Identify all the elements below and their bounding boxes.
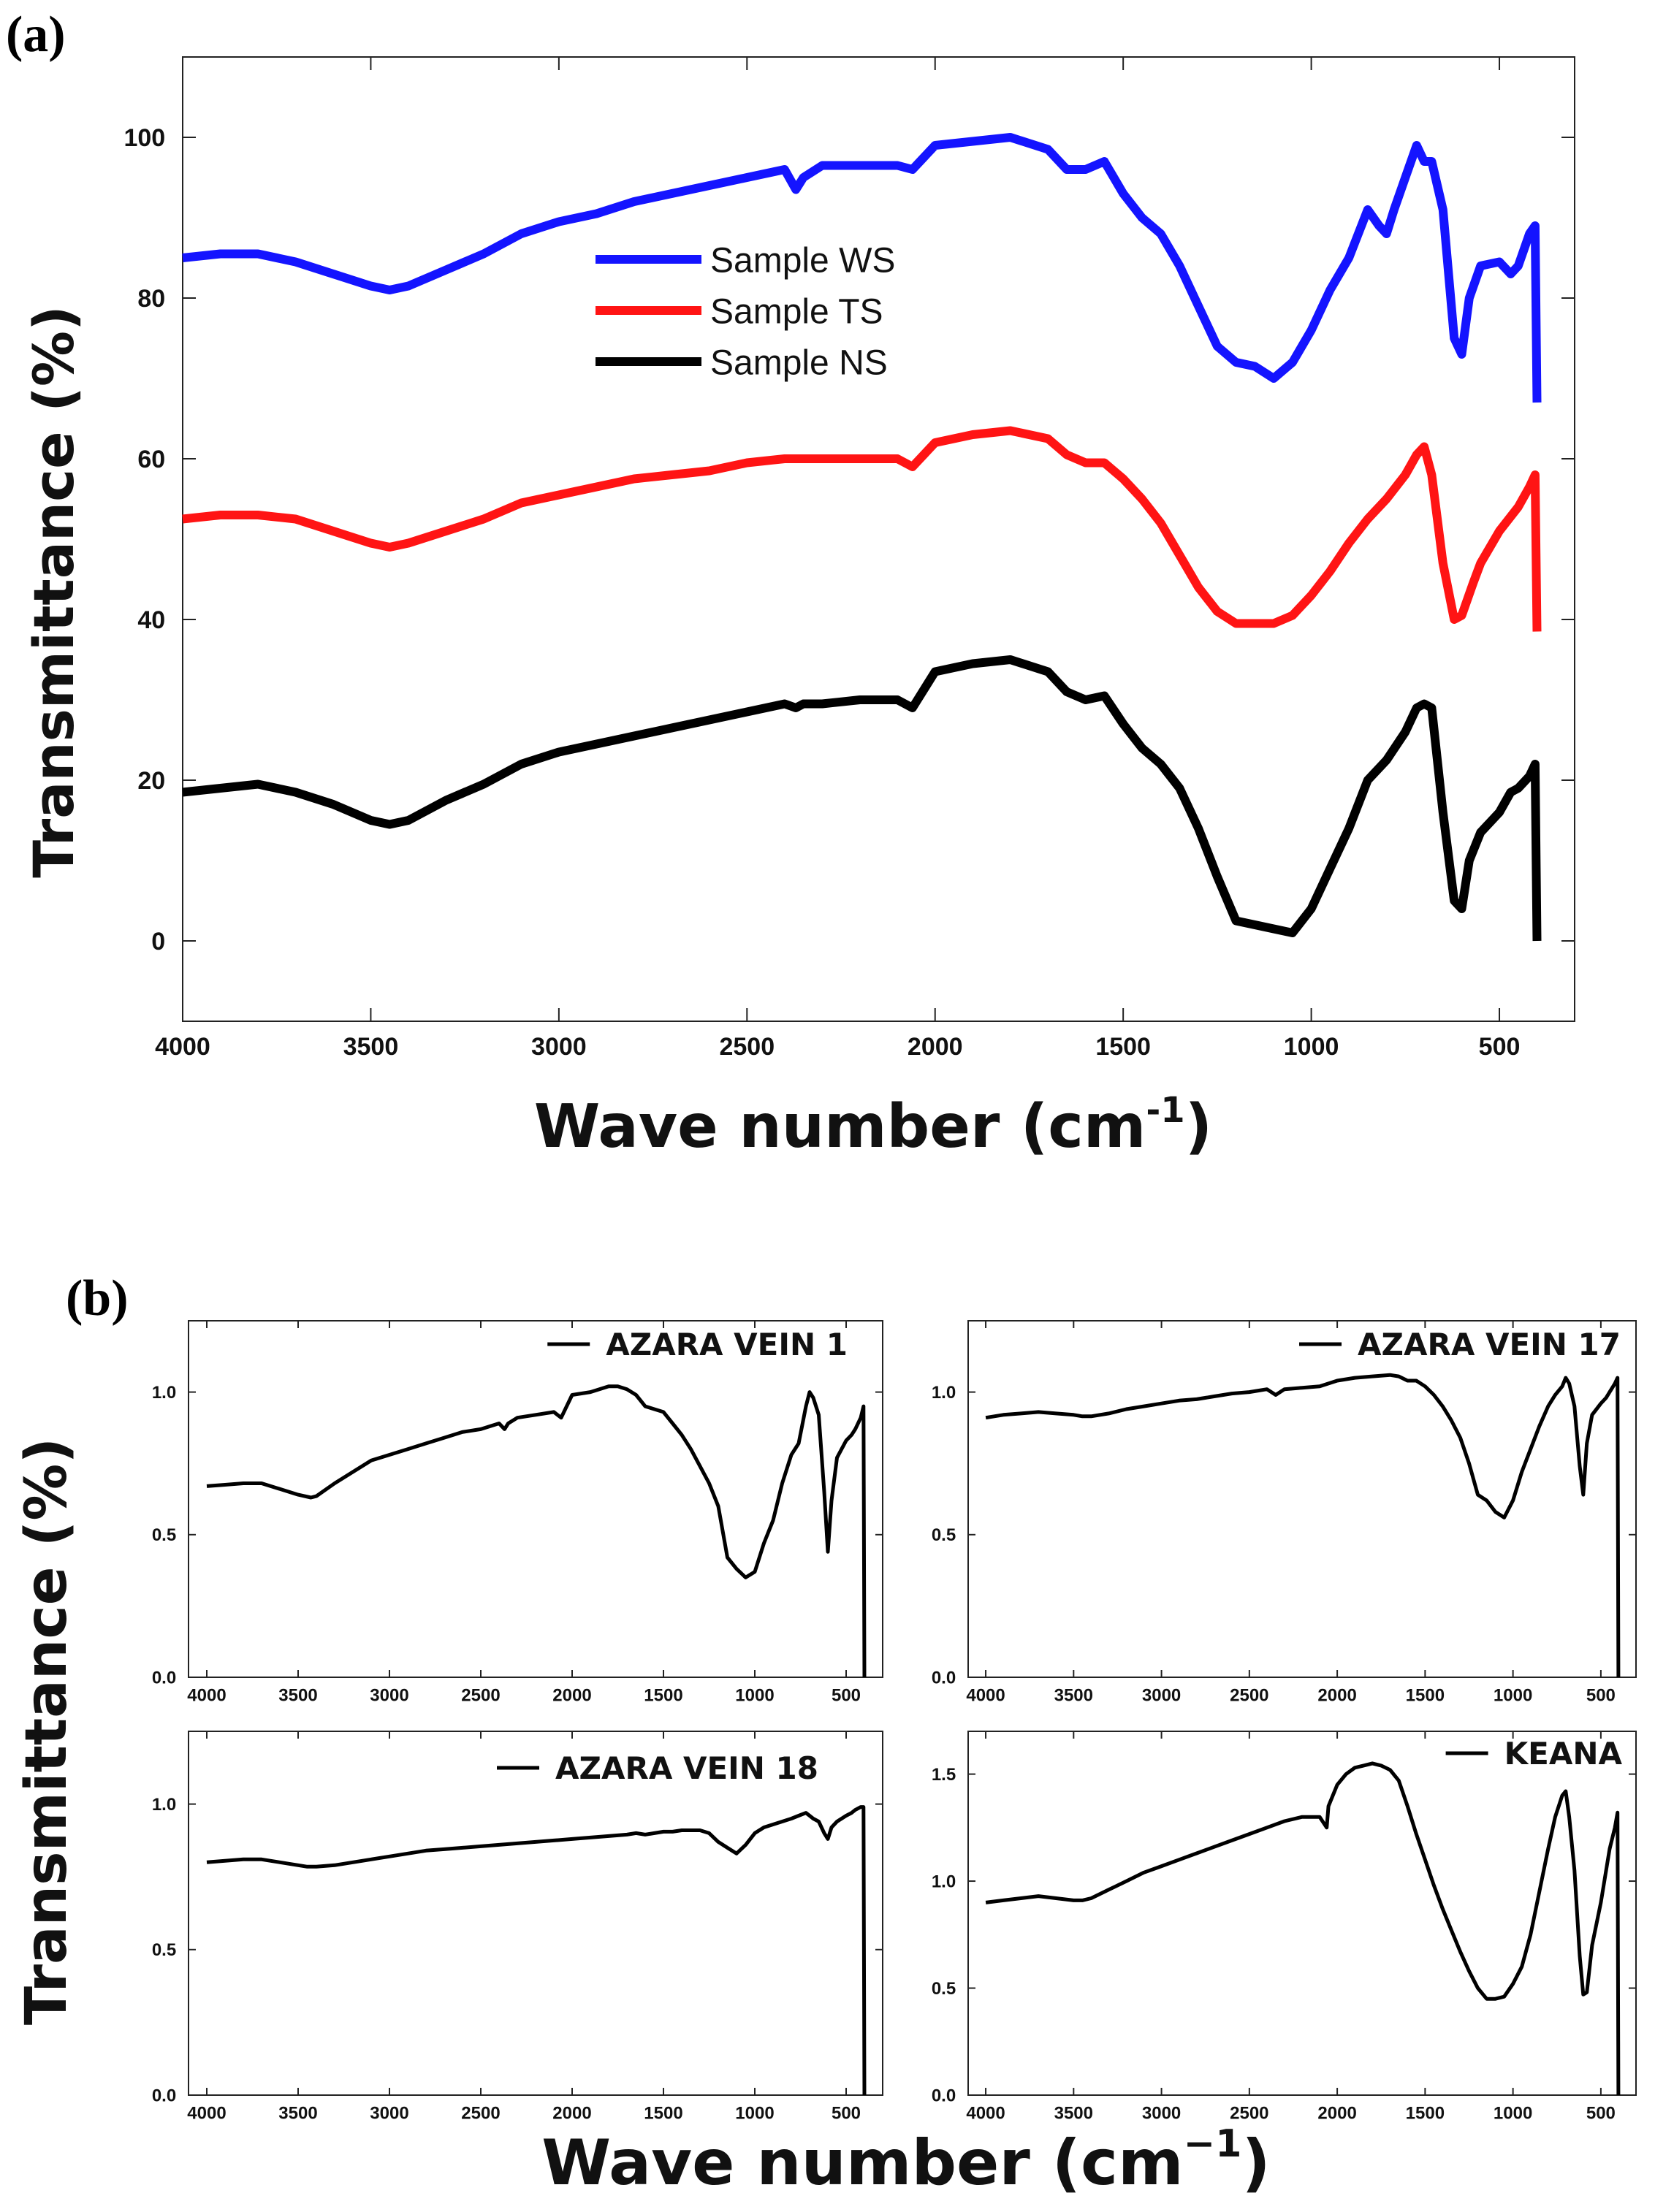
x-tick-label: 1500 [1095, 1033, 1151, 1061]
x-tick-label: 2000 [1317, 2103, 1356, 2123]
x-tick-label: 1000 [1494, 1685, 1532, 1705]
series-line-azara-vein-17 [985, 1373, 1621, 1678]
x-tick-label: 4000 [966, 1685, 1005, 1705]
plot-frame-b3 [188, 1731, 883, 2096]
y-tick-label: 80 [137, 285, 165, 313]
x-tick-label: 4000 [966, 2103, 1005, 2123]
x-tick-label: 1000 [735, 1685, 774, 1705]
plot-b3: 4000 3500 3000 2500 2000 1500 1000 500 0.0 0.5 1.0… [152, 1731, 883, 2123]
panel-b-xlabel: Wave number (cm−1) [541, 2122, 1270, 2200]
x-tick-label: 3500 [343, 1033, 399, 1061]
panel-a-ylabel: Transmittance (%) [21, 305, 86, 878]
plot-b1: 4000 3500 3000 2500 2000 1500 1000 500 0.0 0.5 1.0… [152, 1320, 883, 1705]
x-tick-label: 1000 [735, 2103, 774, 2123]
x-tick-label: 2000 [552, 1685, 591, 1705]
y-tick-label: 40 [137, 606, 165, 634]
x-tick-label: 500 [1586, 2103, 1616, 2123]
y-tick-label: 0.0 [932, 2086, 956, 2105]
legend-label: Sample WS [710, 241, 895, 280]
y-tick-label: 0.5 [152, 1525, 176, 1545]
x-tick-label: 3000 [370, 1685, 408, 1705]
x-tick-label: 2000 [908, 1033, 963, 1061]
x-tick-label: 2500 [461, 1685, 500, 1705]
x-tick-label: 2500 [461, 2103, 500, 2123]
legend-label: AZARA VEIN 1 [606, 1327, 848, 1362]
plot-frame-b1 [188, 1320, 883, 1678]
y-tick-label: 0.0 [152, 2086, 176, 2105]
panel-b-ylabel: Transmittance (%) [14, 1438, 80, 2025]
x-tick-label: 3000 [531, 1033, 587, 1061]
y-tick-label: 1.0 [152, 1383, 176, 1403]
legend-label: KEANA [1504, 1736, 1623, 1771]
x-tick-label: 500 [832, 1685, 861, 1705]
x-tick-label: 3500 [278, 2103, 317, 2123]
y-tick-label: 100 [123, 124, 165, 152]
y-tick-label: 1.0 [152, 1795, 176, 1815]
x-tick-label: 4000 [187, 2103, 226, 2123]
panel-a-xlabel: Wave number (cm-1) [534, 1090, 1212, 1162]
x-tick-label: 2500 [1230, 1685, 1268, 1705]
series-line-azara-vein-18 [206, 1805, 867, 2096]
y-tick-label: 0.5 [932, 1979, 956, 1999]
y-tick-label: 0.0 [932, 1668, 956, 1687]
x-tick-label: 3000 [1142, 1685, 1181, 1705]
y-tick-label: 20 [137, 767, 165, 795]
series-line-keana [985, 1761, 1621, 2096]
y-tick-label: 0 [151, 928, 165, 956]
x-tick-label: 1000 [1284, 1033, 1339, 1061]
x-tick-label: 3500 [1054, 2103, 1093, 2123]
x-tick-label: 1000 [1494, 2103, 1532, 2123]
x-tick-label: 4000 [155, 1033, 210, 1061]
x-tick-label: 500 [832, 2103, 861, 2123]
y-tick-label: 0.0 [152, 1668, 176, 1687]
y-tick-label: 1.0 [932, 1872, 956, 1891]
x-tick-label: 3000 [370, 2103, 408, 2123]
x-tick-label: 2000 [1317, 1685, 1356, 1705]
y-tick-label: 0.5 [152, 1940, 176, 1960]
y-tick-label: 1.5 [932, 1765, 956, 1785]
legend-label: Sample NS [710, 343, 888, 382]
x-tick-label: 2000 [552, 2103, 591, 2123]
panel-a-tag: (a) [6, 7, 66, 63]
plot-b4: 4000 3500 3000 2500 2000 1500 1000 500 0.0 0.5 1.0… [932, 1731, 1637, 2123]
plot-b2: 4000 3500 3000 2500 2000 1500 1000 500 0.0 0.5 1.0… [932, 1320, 1637, 1705]
x-tick-label: 500 [1479, 1033, 1521, 1061]
x-tick-label: 2500 [719, 1033, 775, 1061]
x-tick-label: 2500 [1230, 2103, 1268, 2123]
x-tick-label: 1500 [644, 2103, 682, 2123]
legend-label: AZARA VEIN 18 [555, 1750, 818, 1786]
plot-frame-a [182, 56, 1575, 1022]
y-tick-label: 1.0 [932, 1383, 956, 1403]
legend-label: AZARA VEIN 17 [1358, 1327, 1621, 1362]
plot-frame-b2 [967, 1320, 1637, 1678]
x-tick-label: 3500 [278, 1685, 317, 1705]
x-tick-label: 500 [1586, 1685, 1616, 1705]
series-line-sample-ns [182, 655, 1542, 942]
plot-a: 4000 3500 3000 2500 2000 1500 1000 500 0 20 40 60 80… [123, 56, 1575, 1061]
plot-frame-b4 [967, 1731, 1637, 2096]
x-tick-label: 3000 [1142, 2103, 1181, 2123]
legend-label: Sample TS [710, 292, 883, 331]
panel-b-xlabel-sup: −1 [1184, 2122, 1242, 2166]
x-tick-label: 1500 [644, 1685, 682, 1705]
series-line-sample-ts [182, 426, 1542, 632]
y-tick-label: 0.5 [932, 1525, 956, 1545]
y-tick-label: 60 [137, 446, 165, 473]
x-tick-label: 4000 [187, 1685, 226, 1705]
panel-b-tag: (b) [66, 1270, 129, 1327]
x-tick-label: 1500 [1406, 2103, 1445, 2123]
series-line-azara-vein-1 [206, 1384, 867, 1678]
x-tick-label: 3500 [1054, 1685, 1093, 1705]
x-tick-label: 1500 [1406, 1685, 1445, 1705]
panel-a-xlabel-sup: -1 [1146, 1090, 1184, 1131]
series-line-sample-ws [182, 133, 1542, 403]
